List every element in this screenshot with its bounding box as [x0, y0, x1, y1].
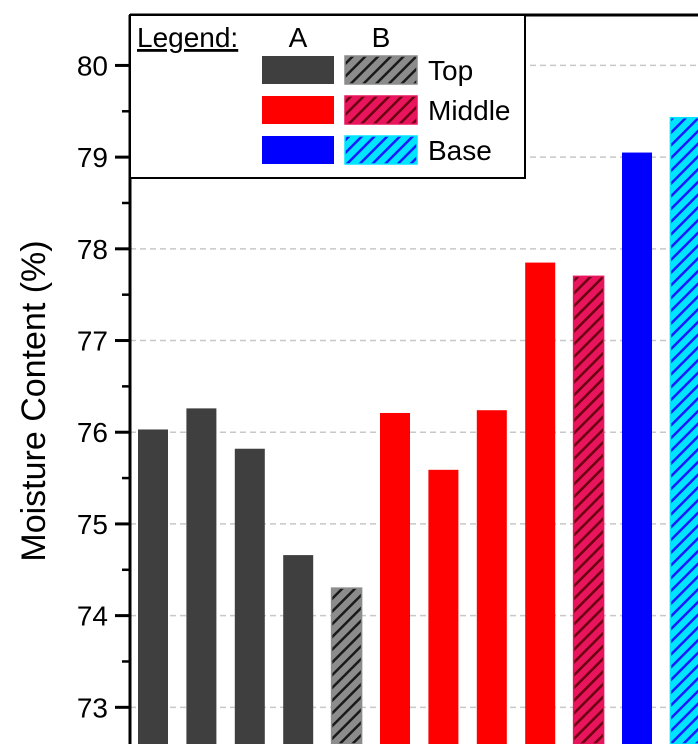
y-axis: 73 74 75 76 77 78 79 80 [77, 13, 698, 744]
legend-swatch-base-b [344, 135, 418, 165]
bars [138, 116, 698, 744]
legend-swatch-top-b [344, 55, 418, 85]
y-tick-label: 76 [77, 417, 108, 448]
bar-middle-a [476, 410, 507, 744]
bar-top-a [186, 408, 217, 744]
y-tick-label: 73 [77, 692, 108, 723]
legend-label-middle: Middle [428, 95, 510, 126]
y-axis-title: Moisture Content (%) [15, 240, 53, 561]
legend-title: Legend: [137, 22, 238, 53]
legend-label-top: Top [428, 55, 473, 86]
bar-base-a [622, 152, 652, 744]
y-tick-label: 77 [77, 326, 108, 357]
legend-swatch-top-a [262, 56, 334, 84]
bar-top-a [283, 555, 314, 744]
bar-base-b [669, 116, 698, 744]
legend-column-a: A [289, 22, 308, 53]
bar-top-a [234, 448, 265, 744]
bar-middle-b [572, 275, 605, 744]
y-tick-label: 80 [77, 50, 108, 81]
y-tick-label: 75 [77, 509, 108, 540]
legend-swatch-middle-b [344, 95, 418, 125]
bar-top-b [330, 587, 363, 744]
bar-middle-a [380, 412, 410, 744]
y-tick-label: 74 [77, 601, 108, 632]
bar-top-a [138, 429, 168, 744]
y-tick-label: 78 [77, 234, 108, 265]
legend-column-b: B [372, 22, 391, 53]
bar-middle-a [428, 469, 459, 744]
legend-swatch-middle-a [262, 96, 334, 124]
legend-label-base: Base [428, 135, 492, 166]
y-tick-label: 79 [77, 142, 108, 173]
bar-middle-a [525, 262, 556, 744]
legend-swatch-base-a [262, 136, 334, 164]
legend: Legend: A B Top Middle Base [129, 14, 526, 179]
